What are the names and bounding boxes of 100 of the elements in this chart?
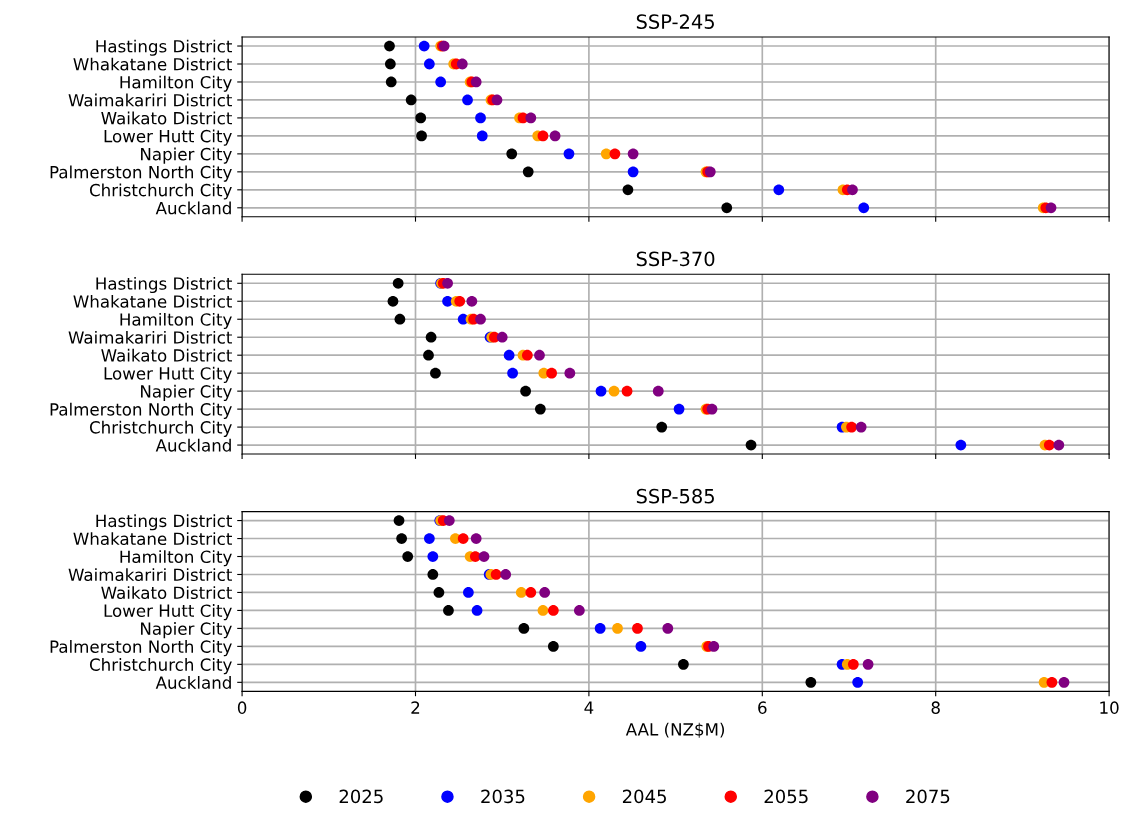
point xyxy=(462,94,473,106)
y-tick-label: Palmerston North City xyxy=(50,165,232,182)
point xyxy=(503,349,515,361)
point xyxy=(678,658,689,670)
legend-label: 2045 xyxy=(622,789,666,804)
point xyxy=(852,676,864,688)
point xyxy=(1053,439,1065,451)
point xyxy=(745,439,757,451)
point xyxy=(673,403,685,415)
point xyxy=(496,331,508,343)
x-tick-label: 10 xyxy=(1100,701,1119,714)
point xyxy=(627,148,639,160)
x-tick-label: 0 xyxy=(237,701,247,714)
point xyxy=(656,421,668,433)
point xyxy=(405,94,417,106)
point xyxy=(402,551,414,562)
x-axis-title: AAL (NZ$M) xyxy=(625,722,725,738)
chart-title: SSP-585 xyxy=(636,488,714,504)
y-tick-label: Waikato District xyxy=(101,586,232,600)
point xyxy=(525,112,537,124)
point xyxy=(423,58,435,70)
point xyxy=(392,277,404,289)
chart-title: SSP-370 xyxy=(636,251,715,267)
point xyxy=(609,148,621,160)
y-tick-label: Auckland xyxy=(155,201,231,215)
point xyxy=(423,349,434,361)
point xyxy=(490,569,502,580)
point xyxy=(847,184,858,196)
point xyxy=(435,76,447,88)
y-tick-label: Christchurch City xyxy=(89,183,232,200)
point xyxy=(721,202,733,214)
point xyxy=(537,130,549,142)
point xyxy=(387,295,399,307)
y-tick-label: Lower Hutt City xyxy=(104,129,232,146)
point xyxy=(1045,202,1057,214)
y-tick-label: Palmerston North City xyxy=(50,402,232,419)
point xyxy=(507,367,518,379)
point xyxy=(384,40,395,52)
point xyxy=(547,605,559,616)
y-tick-label: Hamilton City xyxy=(120,312,232,330)
legend-label: 2055 xyxy=(764,789,808,804)
y-tick-label: Waimakariri District xyxy=(68,93,232,107)
y-tick-label: Whakatane District xyxy=(73,57,232,71)
y-tick-label: Napier City xyxy=(141,147,232,164)
y-tick-label: Hastings District xyxy=(96,39,232,56)
point xyxy=(635,641,647,652)
point xyxy=(652,385,664,397)
point xyxy=(520,385,531,397)
chart-title: SSP-245 xyxy=(636,14,714,29)
point xyxy=(456,58,468,70)
y-tick-label: Hastings District xyxy=(96,276,232,294)
point xyxy=(563,148,575,160)
point xyxy=(546,367,557,379)
point xyxy=(564,367,576,379)
point xyxy=(547,641,559,652)
x-tick-label: 6 xyxy=(758,701,767,714)
y-tick-label: Lower Hutt City xyxy=(104,366,232,383)
point xyxy=(1058,676,1070,688)
point xyxy=(521,349,533,361)
y-tick-label: Auckland xyxy=(155,676,231,689)
point xyxy=(612,623,623,634)
point xyxy=(537,605,549,616)
point xyxy=(430,367,441,379)
point xyxy=(415,112,427,124)
point xyxy=(858,202,870,214)
point xyxy=(470,76,482,88)
point xyxy=(476,130,488,142)
point xyxy=(418,40,430,52)
point xyxy=(491,94,503,106)
point xyxy=(622,184,634,196)
point xyxy=(457,533,469,544)
point xyxy=(955,439,967,451)
point xyxy=(862,658,874,670)
point xyxy=(706,403,718,415)
point xyxy=(427,551,439,562)
point xyxy=(534,403,546,415)
legend-label: 2025 xyxy=(339,789,383,804)
point xyxy=(396,533,407,544)
point xyxy=(423,533,435,544)
point xyxy=(394,313,406,325)
point xyxy=(425,331,437,343)
point xyxy=(427,569,439,580)
y-tick-label: Napier City xyxy=(141,384,232,401)
y-tick-label: Waikato District xyxy=(101,111,232,125)
point xyxy=(846,421,857,433)
point xyxy=(466,295,478,307)
point xyxy=(525,587,537,598)
y-tick-label: Palmerston North City xyxy=(50,640,232,657)
point xyxy=(1043,439,1055,451)
x-tick-label: 2 xyxy=(411,701,420,714)
point xyxy=(534,349,545,361)
y-tick-label: Waimakariri District xyxy=(68,568,232,582)
point xyxy=(469,551,481,562)
point xyxy=(500,569,512,580)
y-tick-label: Hamilton City xyxy=(120,75,232,92)
point xyxy=(471,605,483,616)
point xyxy=(433,587,445,598)
point xyxy=(539,587,551,598)
y-tick-label: Auckland xyxy=(155,438,231,452)
point xyxy=(522,166,534,178)
